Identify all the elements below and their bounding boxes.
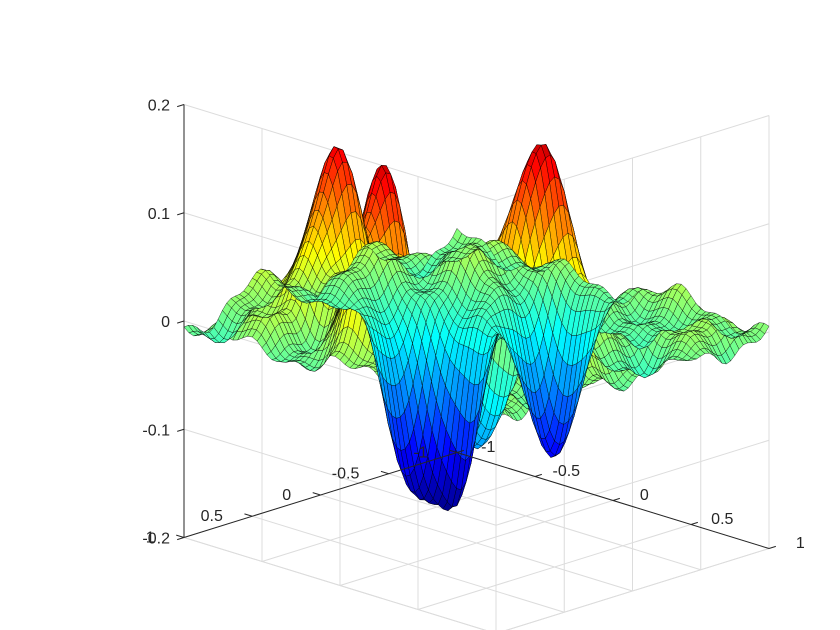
y-tick-label: 0 xyxy=(282,487,291,504)
y-tick-mark xyxy=(244,513,253,517)
z-tick-mark xyxy=(177,212,185,216)
grid-line xyxy=(252,515,565,613)
y-tick-label: -1 xyxy=(413,444,427,461)
x-tick-mark xyxy=(768,545,776,549)
z-tick-mark xyxy=(177,428,185,432)
x-tick-label: 0.5 xyxy=(711,511,733,528)
z-tick-label: -0.1 xyxy=(142,422,170,439)
z-tick-label: 0.2 xyxy=(148,98,170,115)
z-tick-mark xyxy=(177,537,185,541)
y-tick-label: -0.5 xyxy=(332,466,360,483)
y-tick-label: 0.5 xyxy=(201,508,223,525)
x-tick-label: -1 xyxy=(481,439,495,456)
z-tick-label: -0.2 xyxy=(142,531,170,548)
x-tick-mark xyxy=(690,521,698,525)
tick-labels: -1-0.500.51-1-0.500.51-0.2-0.100.10.2 xyxy=(142,98,804,553)
x-tick-label: -0.5 xyxy=(553,463,581,480)
grid-line xyxy=(495,439,770,526)
z-tick-label: 0 xyxy=(161,314,170,331)
x-tick-label: 1 xyxy=(796,535,805,552)
z-tick-mark xyxy=(177,104,185,108)
y-tick-mark xyxy=(176,534,185,538)
x-tick-mark xyxy=(534,473,542,477)
z-tick-label: 0.1 xyxy=(148,206,170,223)
surface-mesh xyxy=(183,144,770,512)
y-tick-mark xyxy=(312,492,321,496)
z-tick-mark xyxy=(177,320,185,324)
x-tick-mark xyxy=(612,497,620,501)
axes xyxy=(176,104,776,549)
grid-line xyxy=(183,537,487,630)
grid-line xyxy=(320,494,633,592)
x-tick-mark xyxy=(456,449,464,453)
surface-patch xyxy=(452,228,463,243)
y-tick-mark xyxy=(449,449,458,453)
y-tick-mark xyxy=(380,470,389,475)
y-tick-label: 1 xyxy=(146,529,155,546)
x-tick-label: 0 xyxy=(640,487,649,504)
